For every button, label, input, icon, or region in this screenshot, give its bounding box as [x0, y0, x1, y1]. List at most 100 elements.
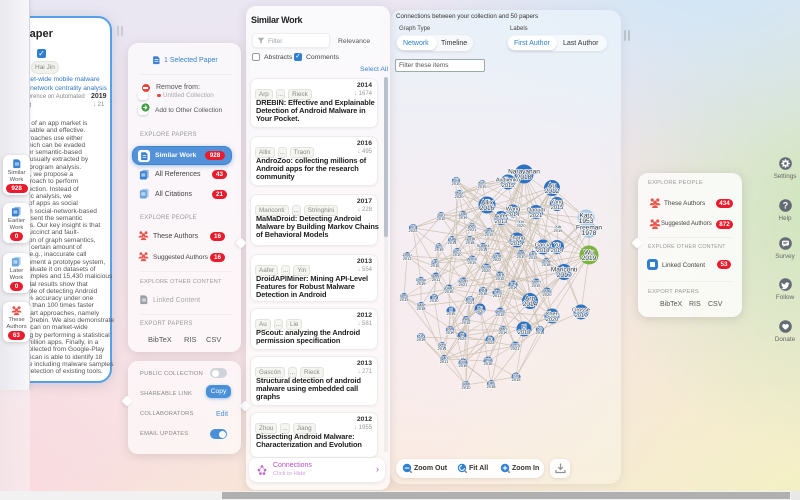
svg-text:Ko: Ko [538, 326, 544, 331]
svg-text:Han: Han [499, 326, 506, 331]
svg-text:2014: 2014 [438, 346, 448, 351]
svg-text:2016: 2016 [484, 361, 494, 366]
svg-text:Arp: Arp [525, 295, 536, 302]
svg-text:Qiu: Qiu [485, 357, 491, 362]
svg-text:2021: 2021 [511, 346, 521, 351]
svg-text:2016: 2016 [479, 291, 489, 296]
svg-text:Deo: Deo [400, 293, 408, 298]
svg-text:2015: 2015 [551, 205, 563, 211]
svg-text:2020: 2020 [517, 223, 527, 228]
svg-text:Cai: Cai [449, 236, 455, 241]
svg-text:Yan: Yan [494, 289, 501, 294]
svg-text:Zhang: Zhang [509, 234, 525, 241]
svg-text:Allix: Allix [481, 199, 494, 206]
svg-text:Cao: Cao [496, 308, 504, 313]
svg-text:Grosse: Grosse [572, 307, 590, 313]
svg-text:2020: 2020 [482, 268, 492, 273]
svg-text:2015: 2015 [502, 183, 514, 189]
svg-text:2015: 2015 [532, 283, 542, 288]
svg-text:2016: 2016 [480, 205, 495, 212]
svg-text:2014: 2014 [448, 240, 458, 245]
svg-text:Ping: Ping [493, 253, 501, 258]
svg-text:2017: 2017 [509, 285, 519, 290]
svg-text:2019: 2019 [459, 363, 469, 368]
svg-text:2011: 2011 [403, 256, 412, 261]
svg-text:Saxe: Saxe [416, 302, 426, 307]
svg-text:Katz: Katz [579, 212, 592, 219]
svg-text:2021: 2021 [466, 300, 476, 305]
svg-text:Cen: Cen [453, 248, 460, 253]
svg-text:Jin: Jin [487, 336, 492, 341]
svg-text:Garcia: Garcia [535, 241, 552, 248]
svg-text:Liu: Liu [467, 296, 472, 301]
svg-text:Roy: Roy [542, 258, 549, 263]
svg-text:2018: 2018 [518, 330, 530, 336]
svg-text:Das: Das [517, 250, 524, 255]
svg-text:Luo: Luo [463, 316, 470, 321]
svg-text:2018: 2018 [537, 248, 549, 254]
svg-text:2013: 2013 [512, 377, 522, 382]
svg-text:2022: 2022 [493, 257, 503, 262]
svg-text:Du: Du [480, 287, 485, 292]
svg-text:Pan: Pan [440, 355, 447, 360]
svg-text:2011: 2011 [440, 359, 449, 364]
svg-text:Yin: Yin [518, 219, 524, 224]
svg-text:2014: 2014 [536, 330, 546, 335]
svg-text:2010: 2010 [453, 252, 463, 257]
svg-text:2022: 2022 [409, 228, 419, 233]
svg-text:Wu: Wu [584, 249, 594, 256]
svg-text:Xie: Xie [418, 333, 425, 338]
svg-text:2020: 2020 [476, 309, 486, 314]
svg-text:Dash: Dash [431, 273, 440, 278]
svg-text:Li: Li [449, 307, 452, 312]
svg-text:Tam: Tam [529, 251, 537, 256]
svg-text:2012: 2012 [437, 216, 447, 221]
svg-text:Hou: Hou [455, 190, 462, 195]
svg-text:Wen: Wen [438, 342, 446, 347]
svg-text:2021: 2021 [459, 282, 469, 287]
svg-text:2010: 2010 [462, 385, 472, 390]
svg-text:Niu: Niu [460, 359, 466, 364]
svg-text:2019: 2019 [582, 255, 597, 262]
svg-text:2010: 2010 [452, 181, 462, 186]
svg-text:Mariconti: Mariconti [551, 266, 577, 273]
svg-text:2018: 2018 [517, 174, 532, 181]
svg-text:Narayanan: Narayanan [508, 168, 540, 175]
svg-text:2018: 2018 [466, 240, 476, 245]
svg-text:Wan: Wan [462, 381, 470, 386]
svg-text:2012: 2012 [496, 276, 506, 281]
svg-text:2014: 2014 [507, 212, 519, 218]
svg-text:Wei: Wei [469, 223, 476, 228]
svg-text:2017: 2017 [459, 215, 469, 220]
svg-text:2017: 2017 [575, 313, 587, 319]
svg-text:2014: 2014 [523, 301, 538, 308]
svg-text:2015: 2015 [468, 260, 478, 265]
svg-text:2015: 2015 [447, 311, 457, 316]
svg-text:2013: 2013 [529, 255, 539, 260]
svg-text:2012: 2012 [496, 312, 506, 317]
svg-text:Li: Li [522, 323, 526, 330]
svg-text:2020: 2020 [543, 292, 553, 297]
svg-text:2018: 2018 [487, 384, 497, 389]
svg-text:Shen: Shen [531, 279, 540, 284]
svg-text:Fan: Fan [432, 259, 439, 264]
svg-text:Ma: Ma [447, 326, 453, 331]
svg-text:Kim: Kim [479, 180, 487, 185]
svg-text:2016: 2016 [445, 289, 455, 294]
svg-text:2012: 2012 [462, 320, 472, 325]
svg-text:Lin: Lin [410, 224, 415, 229]
svg-text:Daoudi: Daoudi [527, 206, 545, 213]
svg-text:2022: 2022 [486, 340, 496, 345]
svg-text:2014: 2014 [511, 241, 523, 247]
svg-text:2022: 2022 [458, 336, 468, 341]
svg-text:2020: 2020 [546, 317, 558, 323]
svg-text:Pei: Pei [510, 281, 516, 286]
svg-text:2013: 2013 [485, 232, 495, 237]
svg-text:2013: 2013 [495, 219, 507, 225]
svg-text:Qi: Qi [460, 332, 464, 337]
svg-text:Suarez: Suarez [477, 243, 490, 248]
svg-text:Gao: Gao [459, 211, 467, 216]
svg-text:2013: 2013 [400, 297, 410, 302]
svg-text:Hu: Hu [477, 305, 482, 310]
svg-text:2017: 2017 [557, 272, 572, 279]
